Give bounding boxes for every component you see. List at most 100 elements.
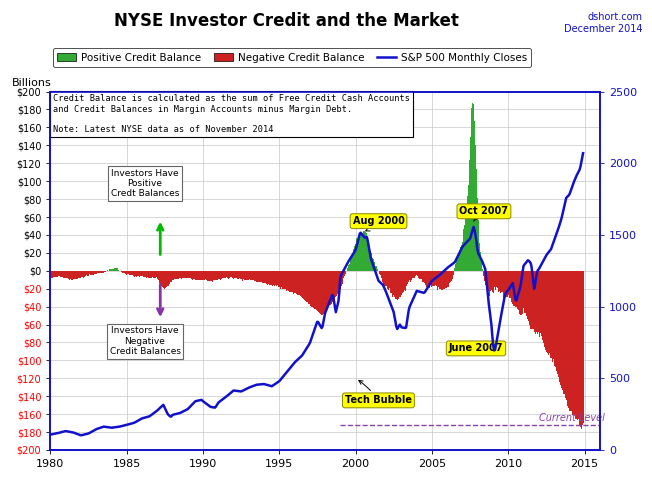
- Bar: [173, 271, 175, 279]
- Bar: [489, 271, 490, 296]
- Bar: [81, 271, 82, 277]
- Bar: [185, 271, 186, 277]
- Bar: [514, 271, 515, 306]
- Bar: [193, 271, 194, 279]
- Bar: [149, 271, 151, 278]
- Bar: [546, 271, 547, 352]
- Bar: [357, 240, 359, 271]
- Bar: [317, 271, 318, 311]
- Bar: [308, 271, 310, 304]
- Bar: [370, 251, 371, 271]
- Bar: [478, 220, 479, 271]
- Bar: [345, 271, 346, 273]
- Bar: [341, 271, 342, 286]
- Bar: [181, 271, 183, 279]
- Bar: [106, 271, 107, 272]
- Bar: [188, 271, 190, 278]
- Bar: [179, 271, 180, 278]
- Bar: [125, 271, 126, 273]
- Bar: [533, 271, 535, 332]
- Bar: [581, 271, 582, 429]
- Bar: [51, 271, 52, 278]
- Bar: [289, 271, 290, 292]
- Bar: [338, 271, 339, 291]
- Bar: [368, 244, 369, 271]
- Bar: [113, 269, 114, 271]
- Bar: [162, 271, 163, 287]
- Bar: [511, 271, 512, 302]
- Bar: [492, 271, 493, 292]
- Bar: [371, 253, 372, 271]
- Bar: [299, 271, 300, 296]
- Bar: [344, 271, 345, 276]
- Bar: [525, 271, 526, 313]
- Bar: [529, 271, 530, 325]
- Bar: [377, 269, 378, 271]
- Bar: [184, 271, 185, 278]
- Bar: [295, 271, 296, 293]
- Bar: [436, 271, 437, 287]
- Bar: [444, 271, 445, 289]
- Bar: [268, 271, 269, 284]
- Bar: [387, 271, 388, 289]
- Bar: [549, 271, 550, 353]
- Bar: [198, 271, 200, 280]
- Bar: [269, 271, 271, 285]
- Bar: [104, 271, 105, 272]
- Bar: [211, 271, 212, 281]
- Bar: [240, 271, 241, 279]
- Bar: [385, 271, 386, 286]
- Bar: [130, 271, 131, 275]
- Bar: [137, 271, 138, 276]
- Bar: [401, 271, 402, 295]
- Bar: [59, 271, 60, 276]
- Bar: [250, 271, 251, 280]
- Bar: [50, 271, 51, 278]
- Bar: [406, 271, 408, 285]
- Bar: [315, 271, 316, 309]
- Bar: [390, 271, 391, 290]
- Bar: [396, 271, 397, 299]
- Bar: [339, 271, 340, 290]
- Bar: [259, 271, 261, 283]
- Bar: [355, 244, 356, 271]
- Bar: [408, 271, 409, 282]
- Bar: [111, 269, 112, 271]
- Bar: [509, 271, 510, 298]
- Bar: [114, 268, 115, 271]
- Bar: [337, 271, 338, 293]
- Bar: [257, 271, 258, 282]
- Bar: [274, 271, 275, 286]
- Bar: [419, 271, 420, 279]
- Bar: [123, 271, 124, 272]
- Bar: [373, 259, 374, 271]
- Bar: [420, 271, 421, 279]
- Bar: [391, 271, 393, 293]
- Bar: [288, 271, 289, 291]
- Bar: [67, 271, 68, 278]
- Bar: [141, 271, 142, 276]
- Bar: [283, 271, 284, 288]
- Bar: [439, 271, 440, 289]
- Bar: [225, 271, 226, 277]
- Bar: [65, 271, 66, 278]
- Bar: [334, 271, 335, 298]
- Bar: [395, 271, 396, 299]
- Bar: [202, 271, 203, 280]
- Bar: [539, 271, 540, 337]
- Bar: [203, 271, 205, 280]
- Bar: [254, 271, 256, 281]
- Bar: [476, 169, 477, 271]
- Bar: [151, 271, 152, 278]
- Bar: [479, 242, 481, 271]
- Bar: [293, 271, 295, 293]
- Bar: [308, 271, 309, 303]
- Bar: [236, 271, 237, 278]
- Bar: [328, 271, 329, 306]
- Bar: [83, 271, 85, 276]
- Bar: [286, 271, 288, 291]
- Bar: [443, 271, 444, 289]
- Bar: [318, 271, 319, 312]
- Bar: [262, 271, 263, 283]
- Text: Current Level: Current Level: [539, 413, 604, 424]
